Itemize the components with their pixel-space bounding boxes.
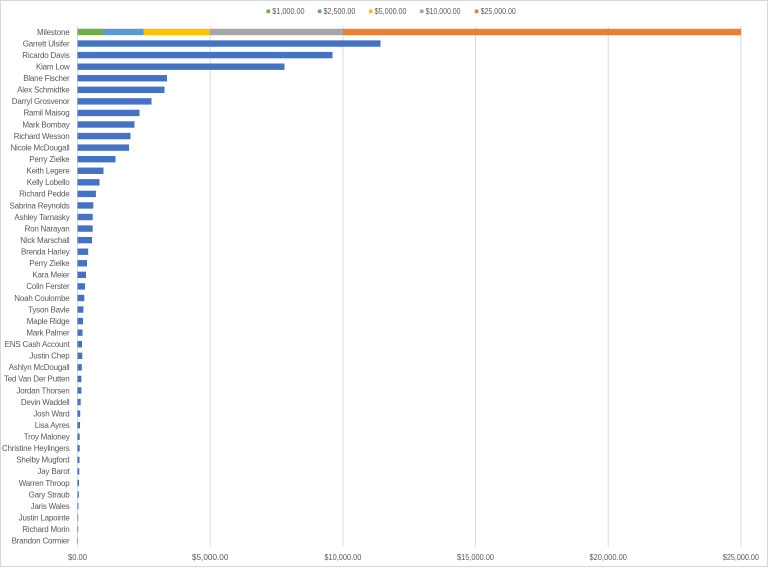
svg-text:Ted Van Der Putten: Ted Van Der Putten <box>4 375 70 384</box>
svg-text:Ramil Maisog: Ramil Maisog <box>23 109 69 118</box>
svg-text:$15,000.00: $15,000.00 <box>457 553 495 562</box>
svg-text:Jay Barot: Jay Barot <box>38 467 71 476</box>
svg-text:Ron Narayan: Ron Narayan <box>25 224 70 233</box>
svg-text:Garrett Ulsifer: Garrett Ulsifer <box>23 39 70 48</box>
svg-text:Richard Morin: Richard Morin <box>22 525 69 534</box>
svg-text:Blane Fischer: Blane Fischer <box>23 74 70 83</box>
svg-text:Kara Meier: Kara Meier <box>32 271 70 280</box>
svg-text:Keith Legere: Keith Legere <box>27 167 71 176</box>
svg-text:Darryl Grosvenor: Darryl Grosvenor <box>12 97 70 106</box>
svg-text:Josh Ward: Josh Ward <box>33 409 69 418</box>
svg-text:$2,500.00: $2,500.00 <box>324 7 356 16</box>
svg-text:Kelly Lobello: Kelly Lobello <box>27 178 71 187</box>
svg-text:Colin Ferster: Colin Ferster <box>26 282 70 291</box>
svg-text:Ashlyn McDougall: Ashlyn McDougall <box>9 363 70 372</box>
svg-text:Ricardo Davis: Ricardo Davis <box>22 51 69 60</box>
svg-text:$5,000.00: $5,000.00 <box>192 553 229 562</box>
svg-text:Kiam Low: Kiam Low <box>36 62 70 71</box>
svg-text:Devin Waddell: Devin Waddell <box>21 398 70 407</box>
svg-text:Justin Lapointe: Justin Lapointe <box>19 513 71 522</box>
svg-text:Alex Schmidtke: Alex Schmidtke <box>17 86 70 95</box>
svg-text:$5,000.00: $5,000.00 <box>375 7 407 16</box>
svg-text:Brenda Harley: Brenda Harley <box>21 248 70 257</box>
svg-text:$20,000.00: $20,000.00 <box>589 553 627 562</box>
svg-text:Justin Chep: Justin Chep <box>29 352 70 361</box>
svg-text:$10,000.00: $10,000.00 <box>324 553 362 562</box>
svg-text:Jordan Thorsen: Jordan Thorsen <box>16 386 69 395</box>
svg-text:Noah Coulombe: Noah Coulombe <box>14 294 70 303</box>
svg-text:Gary Straub: Gary Straub <box>29 490 71 499</box>
svg-text:Brandon Cormier: Brandon Cormier <box>12 537 70 546</box>
svg-text:ENS Cash Account: ENS Cash Account <box>5 340 71 349</box>
svg-text:Richard Pedde: Richard Pedde <box>19 190 70 199</box>
svg-text:$0.00: $0.00 <box>68 553 88 562</box>
svg-text:Tyson Bavle: Tyson Bavle <box>28 305 70 314</box>
svg-text:Mark Palmer: Mark Palmer <box>26 328 70 337</box>
svg-text:Mark Bombay: Mark Bombay <box>22 120 69 129</box>
svg-text:Ashley Tarnasky: Ashley Tarnasky <box>14 213 69 222</box>
svg-text:Lisa Ayres: Lisa Ayres <box>35 421 70 430</box>
svg-text:Nick Marschall: Nick Marschall <box>20 236 70 245</box>
svg-text:Jaris Wales: Jaris Wales <box>31 502 70 511</box>
svg-text:Maple Ridge: Maple Ridge <box>27 317 70 326</box>
svg-text:$1,000.00: $1,000.00 <box>272 7 305 16</box>
svg-text:Shelby Mugford: Shelby Mugford <box>16 456 69 465</box>
svg-text:Sabrina Reynolds: Sabrina Reynolds <box>10 201 70 210</box>
svg-text:Warren Throop: Warren Throop <box>19 479 71 488</box>
svg-text:Troy Maloney: Troy Maloney <box>24 433 70 442</box>
svg-text:Nicole McDougall: Nicole McDougall <box>10 143 69 152</box>
svg-text:Richard Wesson: Richard Wesson <box>14 132 70 141</box>
svg-text:Milestone: Milestone <box>37 28 70 37</box>
svg-text:$25,000.00: $25,000.00 <box>481 7 517 16</box>
svg-text:$25,000.00: $25,000.00 <box>723 553 759 562</box>
svg-text:Perry Zielke: Perry Zielke <box>29 155 70 164</box>
svg-text:$10,000.00: $10,000.00 <box>426 7 461 16</box>
svg-text:Christine Heylingers: Christine Heylingers <box>2 444 70 453</box>
svg-text:Perry Zielke: Perry Zielke <box>29 259 70 268</box>
